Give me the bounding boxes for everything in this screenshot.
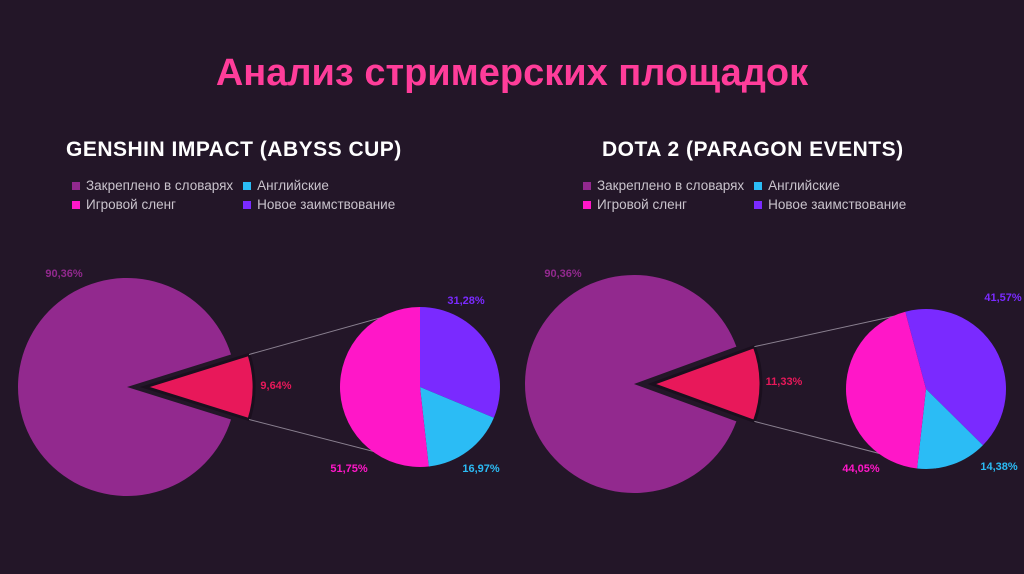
legend-label: Закреплено в словарях [86, 178, 234, 193]
page-title: Анализ стримерских площадок [215, 52, 809, 94]
main-slice-slang-1 [647, 344, 763, 424]
data-label-slang-1: 11,33% [766, 376, 803, 388]
legend-label: Игровой сленг [86, 197, 176, 212]
sub-slice-borrowing-0 [420, 307, 500, 418]
legend-dota: Закреплено в словарях Английские Игровой… [583, 178, 1003, 212]
legend-item-borrowing: Новое заимствование [754, 197, 906, 212]
legend-genshin: Закреплено в словарях Английские Игровой… [72, 178, 492, 212]
sub-slice-borrowing-1 [905, 309, 1007, 446]
data-label-sub-game_slang_sub-0: 51,75% [330, 463, 368, 475]
main-slice-dictionary-0 [17, 277, 232, 496]
chart-title-dota: DOTA 2 (PARAGON EVENTS) [602, 138, 904, 161]
data-label-dictionary-0: 90,36% [45, 268, 83, 280]
legend-swatch-slang [583, 200, 591, 209]
legend-swatch-dictionary [72, 181, 80, 190]
legend-swatch-borrowing [243, 200, 252, 209]
main-slice-dictionary-1 [525, 275, 737, 493]
legend-label: Английские [768, 178, 840, 193]
legend-item-english: Английские [754, 178, 906, 193]
sub-slice-game_slang_sub-1 [845, 311, 926, 469]
legend-swatch-borrowing [754, 200, 763, 209]
data-label-dictionary-1: 90,36% [544, 268, 582, 280]
data-label-sub-borrowing-0: 31,28% [447, 295, 485, 307]
legend-swatch-dictionary [583, 181, 591, 190]
legend-label: Новое заимствование [768, 197, 907, 212]
data-label-slang-0: 9,64% [260, 380, 291, 392]
legend-item-slang: Игровой сленг [583, 197, 744, 212]
sub-slice-game_slang_sub-0 [339, 306, 429, 467]
data-label-sub-game_slang_sub-1: 44,05% [842, 463, 880, 475]
legend-item-slang: Игровой сленг [72, 197, 233, 212]
legend-label: Игровой сленг [597, 197, 687, 212]
legend-swatch-slang [72, 200, 80, 209]
legend-item-dictionary: Закреплено в словарях [72, 178, 233, 193]
legend-swatch-english [754, 181, 763, 190]
connector-top-1 [754, 310, 919, 348]
legend-item-dictionary: Закреплено в словарях [583, 178, 744, 193]
legend-item-borrowing: Новое заимствование [243, 197, 395, 212]
sub-slice-english-0 [420, 387, 494, 467]
legend-label: Английские [257, 178, 329, 193]
legend-label: Закреплено в словарях [597, 178, 745, 193]
chart-title-genshin: GENSHIN IMPACT (ABYSS CUP) [66, 138, 402, 161]
data-label-sub-english-0: 16,97% [462, 463, 500, 475]
data-label-sub-borrowing-1: 41,57% [984, 292, 1022, 304]
sub-slice-english-1 [917, 389, 983, 470]
legend-label: Новое заимствование [257, 197, 396, 212]
legend-item-english: Английские [243, 178, 395, 193]
data-label-sub-english-1: 14,38% [980, 461, 1018, 473]
legend-swatch-english [243, 181, 252, 190]
